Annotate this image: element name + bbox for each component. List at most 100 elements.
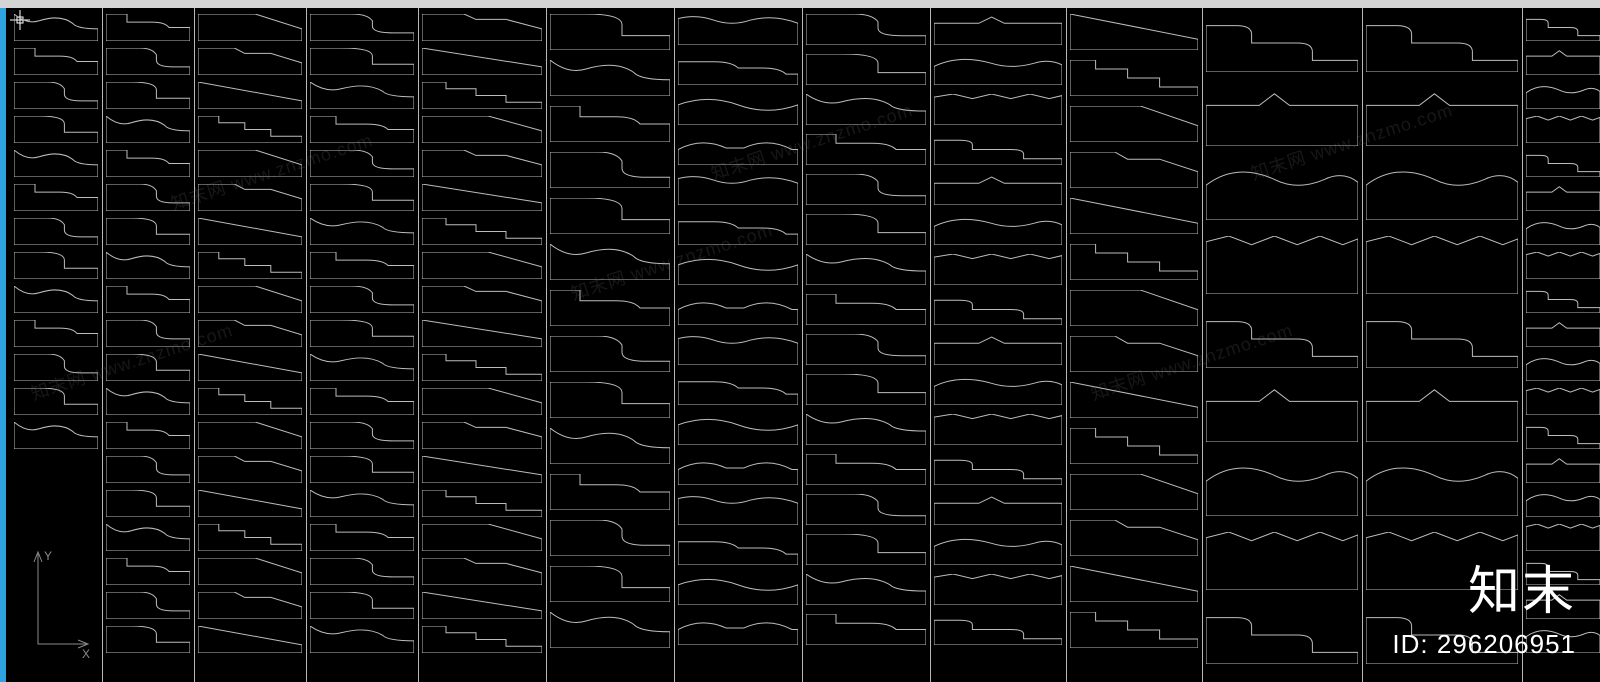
- molding-profile: [422, 354, 542, 381]
- watermark: 知末网 www.znzmo.com: [1247, 96, 1456, 186]
- molding-profile: [1526, 320, 1600, 347]
- molding-profile: [1366, 236, 1518, 294]
- molding-profile: [310, 48, 414, 75]
- molding-profile: [198, 184, 302, 211]
- column-divider: [1202, 8, 1203, 682]
- molding-profile: [550, 14, 670, 50]
- molding-profile: [1070, 244, 1198, 280]
- molding-profile: [1366, 14, 1518, 72]
- molding-profile: [806, 534, 926, 565]
- molding-profile: [198, 524, 302, 551]
- molding-profile: [934, 414, 1062, 445]
- molding-profile: [198, 354, 302, 381]
- molding-profile: [106, 626, 190, 653]
- molding-profile: [1206, 384, 1358, 442]
- molding-profile: [422, 626, 542, 653]
- molding-profile: [678, 54, 798, 85]
- molding-profile: [1070, 566, 1198, 602]
- molding-profile: [550, 474, 670, 510]
- molding-profile: [678, 534, 798, 565]
- molding-profile: [422, 252, 542, 279]
- molding-profile: [1070, 198, 1198, 234]
- molding-profile: [678, 414, 798, 445]
- molding-profile: [106, 456, 190, 483]
- molding-profile: [310, 218, 414, 245]
- molding-profile: [106, 48, 190, 75]
- molding-profile: [198, 14, 302, 41]
- molding-profile: [550, 428, 670, 464]
- ucs-x-label: X: [82, 647, 90, 661]
- molding-profile: [1070, 106, 1198, 142]
- molding-profile: [310, 286, 414, 313]
- molding-profile: [310, 14, 414, 41]
- column-divider: [194, 8, 195, 682]
- molding-profile: [14, 48, 98, 75]
- molding-profile: [550, 612, 670, 648]
- molding-profile: [1526, 82, 1600, 109]
- molding-profile: [1526, 218, 1600, 245]
- molding-profile: [678, 174, 798, 205]
- molding-profile: [1526, 456, 1600, 483]
- molding-profile: [678, 574, 798, 605]
- molding-profile: [310, 524, 414, 551]
- molding-profile: [806, 214, 926, 245]
- molding-profile: [934, 174, 1062, 205]
- molding-profile: [198, 116, 302, 143]
- column-divider: [674, 8, 675, 682]
- molding-profile: [1366, 88, 1518, 146]
- molding-profile: [198, 218, 302, 245]
- molding-profile: [106, 218, 190, 245]
- molding-profile: [310, 626, 414, 653]
- molding-profile: [106, 82, 190, 109]
- molding-profile: [1070, 612, 1198, 648]
- molding-profile: [806, 14, 926, 45]
- molding-profile: [310, 422, 414, 449]
- molding-profile: [934, 494, 1062, 525]
- molding-profile: [1070, 474, 1198, 510]
- column-divider: [546, 8, 547, 682]
- molding-profile: [806, 174, 926, 205]
- watermark: 知末网 www.znzmo.com: [167, 126, 376, 216]
- molding-profile: [678, 374, 798, 405]
- asset-id: ID: 296206951: [1392, 629, 1576, 660]
- molding-profile: [934, 294, 1062, 325]
- molding-profile: [1526, 524, 1600, 551]
- molding-profile: [1206, 310, 1358, 368]
- molding-profile: [14, 286, 98, 313]
- molding-profile: [806, 614, 926, 645]
- molding-profile: [310, 150, 414, 177]
- molding-profile: [310, 320, 414, 347]
- molding-profile: [1070, 520, 1198, 556]
- molding-profile: [806, 414, 926, 445]
- molding-profile: [310, 558, 414, 585]
- molding-profile: [678, 294, 798, 325]
- molding-profile: [14, 422, 98, 449]
- cad-drawing-canvas[interactable]: 知末网 www.znzmo.com 知末网 www.znzmo.com 知末网 …: [6, 8, 1600, 682]
- molding-profile: [806, 374, 926, 405]
- molding-profile: [310, 354, 414, 381]
- molding-profile: [1206, 162, 1358, 220]
- molding-profile: [198, 388, 302, 415]
- molding-profile: [1206, 458, 1358, 516]
- molding-profile: [422, 218, 542, 245]
- molding-profile: [106, 592, 190, 619]
- molding-profile: [422, 490, 542, 517]
- molding-profile: [422, 82, 542, 109]
- molding-profile: [198, 626, 302, 653]
- molding-profile: [1070, 290, 1198, 326]
- molding-profile: [106, 524, 190, 551]
- molding-profile: [806, 494, 926, 525]
- molding-profile: [422, 184, 542, 211]
- watermark: 知末网 www.znzmo.com: [567, 216, 776, 306]
- molding-profile: [806, 134, 926, 165]
- molding-profile: [934, 54, 1062, 85]
- column-divider: [306, 8, 307, 682]
- molding-profile: [14, 116, 98, 143]
- molding-profile: [678, 94, 798, 125]
- column-divider: [930, 8, 931, 682]
- molding-profile: [14, 252, 98, 279]
- molding-profile: [422, 558, 542, 585]
- molding-profile: [14, 184, 98, 211]
- column-divider: [1066, 8, 1067, 682]
- molding-profile: [934, 134, 1062, 165]
